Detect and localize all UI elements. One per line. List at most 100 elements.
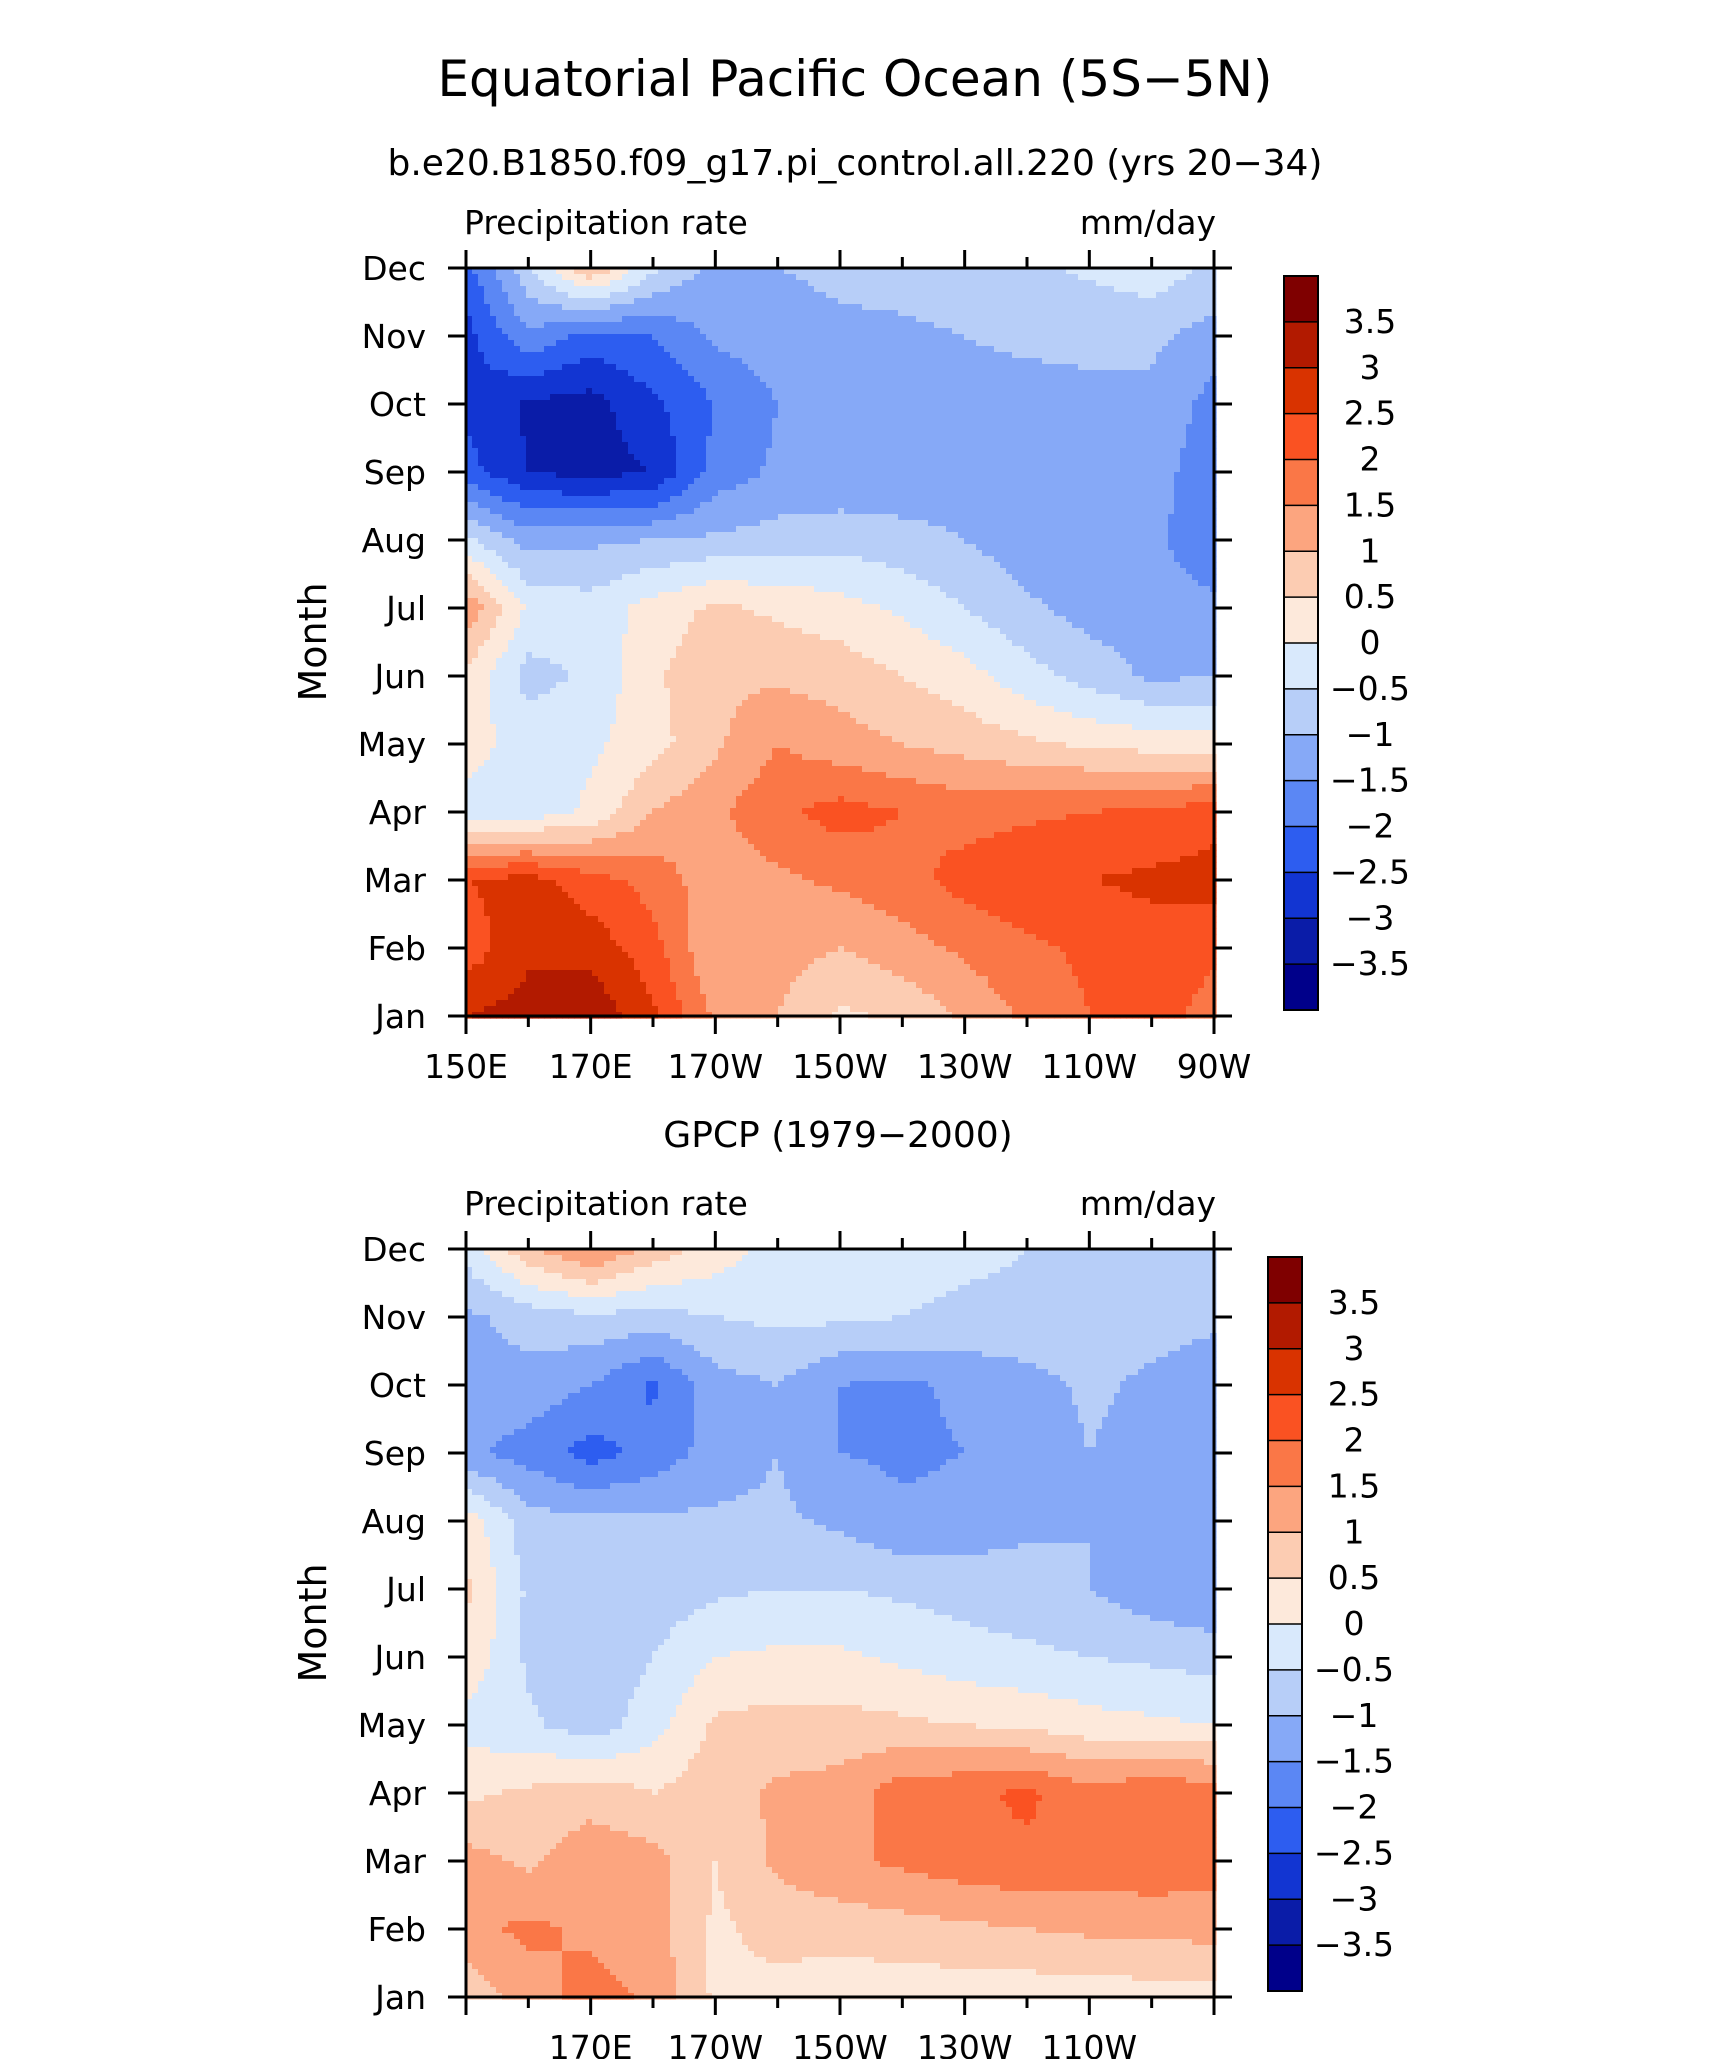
colorbar-swatch <box>1268 1532 1302 1578</box>
y-tick-label: Feb <box>368 1910 426 1949</box>
y-tick-label: Sep <box>364 1434 426 1473</box>
colorbar-label: 2.5 <box>1328 1375 1380 1414</box>
colorbar-label: −3 <box>1346 898 1395 937</box>
colorbar-label: −1 <box>1346 715 1395 754</box>
gpcp-panel: JanFebMarAprMayJunJulAugSepOctNovDec170E… <box>291 1184 1394 2059</box>
colorbar-label: 1.5 <box>1328 1466 1380 1505</box>
y-tick-label: May <box>358 1706 426 1745</box>
colorbar-swatch <box>1284 276 1318 322</box>
colorbar-swatch <box>1268 1303 1302 1349</box>
colorbar-swatch <box>1284 460 1318 506</box>
colorbar-label: 0.5 <box>1344 577 1396 616</box>
x-tick-label: 110W <box>1042 2028 1138 2059</box>
colorbar-label: −2 <box>1330 1788 1379 1827</box>
colorbar-label: −2.5 <box>1314 1833 1394 1872</box>
variable-label: Precipitation rate <box>464 1184 748 1223</box>
gpcp-panel-title: GPCP (1979−2000) <box>663 1115 1012 1156</box>
colorbar-label: 0.5 <box>1328 1558 1380 1597</box>
colorbar-label: 1 <box>1344 1512 1365 1551</box>
colorbar-label: −2 <box>1346 807 1395 846</box>
colorbar-swatch <box>1284 689 1318 735</box>
colorbar-label: −0.5 <box>1330 669 1410 708</box>
y-axis-title: Month <box>291 1563 335 1682</box>
colorbar-swatch <box>1268 1349 1302 1395</box>
colorbar-label: 2.5 <box>1344 394 1396 433</box>
x-tick-label: 150W <box>792 2028 888 2059</box>
y-tick-label: Jul <box>384 1570 426 1609</box>
colorbar-swatch <box>1284 322 1318 368</box>
colorbar-swatch <box>1284 735 1318 781</box>
model-panel: JanFebMarAprMayJunJulAugSepOctNovDec150E… <box>291 203 1410 1086</box>
colorbar-swatch <box>1268 1808 1302 1854</box>
colorbar-label: −2.5 <box>1330 852 1410 891</box>
colorbar-label: −0.5 <box>1314 1650 1394 1689</box>
colorbar-swatch <box>1284 872 1318 918</box>
colorbar-label: 1 <box>1360 531 1381 570</box>
colorbar-label: 3 <box>1344 1329 1365 1368</box>
colorbar-swatch <box>1284 368 1318 414</box>
x-tick-label: 170E <box>549 2028 633 2059</box>
colorbar-swatch <box>1284 505 1318 551</box>
x-tick-label: 130W <box>917 2028 1013 2059</box>
y-tick-label: Sep <box>364 453 426 492</box>
figure-title: Equatorial Pacific Ocean (5S−5N) <box>437 50 1272 108</box>
colorbar-swatch <box>1268 1716 1302 1762</box>
colorbar: 3.5 3 2.5 2 1.5 1 0.5 0 −0.5 −1 −1.5 −2 −2.5 −3 −3.5 <box>1284 276 1410 1011</box>
y-tick-label: Oct <box>369 385 426 424</box>
colorbar-swatch <box>1268 1257 1302 1303</box>
colorbar-label: 2 <box>1360 440 1381 479</box>
colorbar-swatch <box>1284 781 1318 827</box>
colorbar-swatch <box>1268 1945 1302 1991</box>
x-tick-label: 90W <box>1177 1047 1252 1086</box>
colorbar-swatch <box>1284 964 1318 1010</box>
y-tick-label: Jan <box>373 1978 426 2017</box>
units-label: mm/day <box>1080 1184 1216 1223</box>
colorbar-swatch <box>1268 1670 1302 1716</box>
colorbar-label: −3.5 <box>1330 944 1410 983</box>
y-tick-label: Apr <box>369 1774 427 1813</box>
colorbar-swatch <box>1268 1853 1302 1899</box>
colorbar-swatch <box>1268 1578 1302 1624</box>
colorbar-label: 0 <box>1344 1604 1365 1643</box>
colorbar-swatch <box>1268 1762 1302 1808</box>
x-tick-label: 170W <box>668 2028 764 2059</box>
colorbar-label: −1.5 <box>1314 1742 1394 1781</box>
x-tick-label: 170W <box>668 1047 764 1086</box>
y-tick-label: Oct <box>369 1366 426 1405</box>
y-tick-label: Jul <box>384 589 426 628</box>
colorbar-swatch <box>1284 918 1318 964</box>
colorbar-swatch <box>1268 1486 1302 1532</box>
y-tick-label: Aug <box>362 521 426 560</box>
x-tick-label: 150E <box>424 1047 508 1086</box>
y-tick-label: Jan <box>373 997 426 1036</box>
colorbar-label: −3.5 <box>1314 1925 1394 1964</box>
colorbar-label: −1.5 <box>1330 761 1410 800</box>
colorbar-swatch <box>1284 551 1318 597</box>
colorbar-swatch <box>1284 827 1318 873</box>
precip-field <box>466 1249 1217 2000</box>
precip-field <box>466 268 1217 1019</box>
y-tick-label: Jun <box>372 1638 426 1677</box>
colorbar-label: 3.5 <box>1344 302 1396 341</box>
y-tick-label: Dec <box>362 1230 426 1269</box>
colorbar-swatch <box>1284 643 1318 689</box>
x-tick-label: 130W <box>917 1047 1013 1086</box>
colorbar-swatch <box>1268 1624 1302 1670</box>
y-tick-label: Mar <box>364 1842 427 1881</box>
colorbar-swatch <box>1268 1395 1302 1441</box>
colorbar-swatch <box>1284 414 1318 460</box>
colorbar-label: 0 <box>1360 623 1381 662</box>
colorbar-swatch <box>1284 597 1318 643</box>
y-tick-label: May <box>358 725 426 764</box>
x-tick-label: 110W <box>1042 1047 1138 1086</box>
colorbar-label: 1.5 <box>1344 485 1396 524</box>
y-tick-label: Jun <box>372 657 426 696</box>
y-tick-label: Apr <box>369 793 427 832</box>
colorbar: 3.532.521.510.50−0.5−1−1.5−2−2.5−3−3.5 <box>1268 1257 1394 1992</box>
colorbar-label: 3.5 <box>1328 1283 1380 1322</box>
colorbar-label: 3 <box>1360 348 1381 387</box>
colorbar-label: 2 <box>1344 1421 1365 1460</box>
x-tick-label: 170E <box>549 1047 633 1086</box>
units-label: mm/day <box>1080 203 1216 242</box>
